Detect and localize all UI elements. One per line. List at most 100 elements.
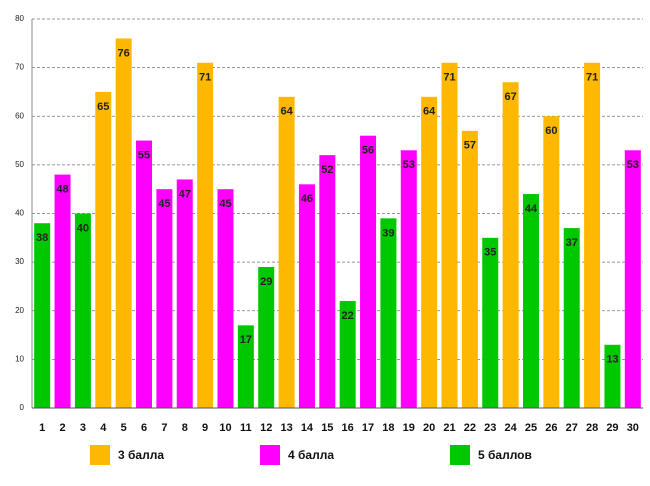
x-tick-label: 1	[39, 422, 45, 434]
bar	[319, 155, 336, 408]
bar	[237, 325, 254, 408]
x-tick-label: 29	[606, 422, 618, 434]
value-label: 17	[240, 334, 252, 346]
legend-label: 3 балла	[118, 448, 164, 462]
x-tick-label: 16	[342, 422, 354, 434]
bar	[278, 96, 295, 409]
bar	[74, 213, 91, 408]
x-tick-label: 28	[586, 422, 598, 434]
value-label: 38	[36, 232, 48, 244]
x-tick-label: 7	[161, 422, 167, 434]
value-label: 37	[566, 237, 578, 249]
bar	[258, 266, 275, 408]
x-tick-label: 10	[219, 422, 231, 434]
value-label: 29	[260, 276, 272, 288]
bar	[421, 96, 438, 409]
bar	[54, 174, 71, 408]
bar	[441, 62, 458, 408]
x-tick-label: 9	[202, 422, 208, 434]
x-tick-label: 18	[382, 422, 394, 434]
x-tick-label: 26	[545, 422, 557, 434]
bar	[624, 150, 641, 408]
bar	[176, 179, 193, 408]
bar	[461, 130, 478, 408]
x-tick-label: 5	[121, 422, 127, 434]
value-label: 52	[321, 164, 333, 176]
bar	[522, 194, 539, 408]
bar	[156, 189, 173, 408]
bar	[197, 62, 214, 408]
x-tick-label: 27	[566, 422, 578, 434]
x-tick-label: 11	[240, 422, 252, 434]
y-tick-label: 0	[20, 403, 25, 412]
y-tick-label: 10	[15, 354, 24, 363]
value-label: 22	[342, 310, 354, 322]
value-label: 44	[525, 203, 538, 215]
value-label: 71	[199, 72, 211, 84]
bar	[543, 116, 560, 408]
x-tick-label: 8	[182, 422, 188, 434]
value-label: 47	[179, 188, 191, 200]
value-label: 64	[280, 106, 293, 118]
bar	[136, 140, 153, 408]
bar	[95, 91, 112, 408]
y-tick-label: 30	[15, 257, 24, 266]
legend-label: 5 баллов	[478, 448, 532, 462]
value-label: 65	[97, 101, 109, 113]
bar	[360, 135, 377, 408]
x-tick-label: 22	[464, 422, 476, 434]
x-tick-label: 15	[321, 422, 333, 434]
bar	[339, 301, 356, 408]
x-tick-label: 12	[260, 422, 272, 434]
value-label: 71	[586, 72, 598, 84]
x-tick-label: 6	[141, 422, 147, 434]
bar	[217, 189, 234, 408]
legend-swatch	[90, 445, 110, 465]
value-label: 64	[423, 106, 436, 118]
y-tick-label: 80	[15, 14, 24, 23]
x-tick-label: 20	[423, 422, 435, 434]
value-label: 46	[301, 193, 313, 205]
bar	[380, 218, 397, 408]
value-label: 71	[443, 72, 455, 84]
value-label: 53	[627, 159, 639, 171]
bar	[604, 344, 621, 408]
bar	[563, 228, 580, 408]
value-label: 48	[56, 184, 68, 196]
value-label: 13	[606, 354, 618, 366]
x-tick-label: 14	[301, 422, 314, 434]
x-tick-label: 21	[443, 422, 455, 434]
bar	[115, 38, 132, 408]
value-label: 56	[362, 145, 374, 157]
bar	[584, 62, 601, 408]
x-tick-label: 19	[403, 422, 415, 434]
bar	[502, 82, 519, 409]
x-tick-label: 24	[504, 422, 517, 434]
x-tick-label: 3	[80, 422, 86, 434]
value-label: 40	[77, 222, 89, 234]
value-label: 39	[382, 227, 394, 239]
value-label: 76	[118, 47, 130, 59]
value-label: 53	[403, 159, 415, 171]
x-tick-label: 30	[627, 422, 639, 434]
value-label: 55	[138, 149, 150, 161]
x-tick-label: 2	[59, 422, 65, 434]
y-tick-label: 60	[15, 111, 24, 120]
legend-swatch	[260, 445, 280, 465]
bar	[34, 223, 51, 408]
value-label: 45	[219, 198, 231, 210]
value-label: 45	[158, 198, 170, 210]
legend-label: 4 балла	[288, 448, 334, 462]
y-tick-label: 40	[15, 209, 24, 218]
legend-swatch	[450, 445, 470, 465]
y-tick-label: 20	[15, 306, 24, 315]
value-label: 67	[504, 91, 516, 103]
x-tick-label: 17	[362, 422, 374, 434]
value-label: 57	[464, 140, 476, 152]
y-tick-label: 70	[15, 63, 24, 72]
bar	[482, 237, 499, 408]
x-tick-label: 25	[525, 422, 537, 434]
y-tick-label: 50	[15, 160, 24, 169]
value-label: 60	[545, 125, 557, 137]
